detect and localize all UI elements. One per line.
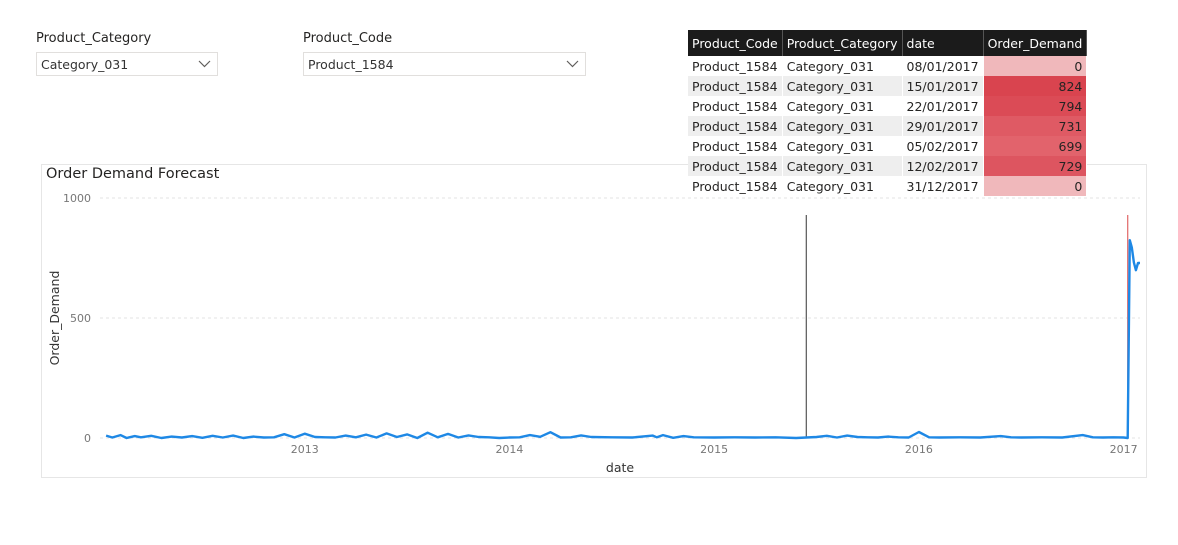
product-code-selected-value: Product_1584 [308,56,394,72]
table-row[interactable]: Product_1584 Category_031 12/02/2017 729 [688,156,1088,176]
y-tick-label: 0 [84,432,91,445]
table-row[interactable]: Product_1584 Category_031 22/01/2017 794 [688,96,1088,116]
cell-date: 15/01/2017 [902,76,984,96]
cell-product-code: Product_1584 [688,176,783,196]
cell-order-demand: 794 [983,96,1088,116]
cell-product-category: Category_031 [782,156,903,176]
cell-product-category: Category_031 [782,136,903,156]
product-category-selected-value: Category_031 [41,56,129,72]
y-tick-label: 1000 [63,192,91,205]
header-product-category[interactable]: Product_Category [782,30,903,56]
product-code-dropdown[interactable]: Product_1584 [303,52,586,76]
x-tick-label: 2015 [700,443,728,456]
cell-product-category: Category_031 [782,96,903,116]
cell-product-category: Category_031 [782,76,903,96]
cell-date: 29/01/2017 [902,116,984,136]
table-row[interactable]: Product_1584 Category_031 31/12/2017 0 [688,176,1088,196]
product-category-dropdown[interactable]: Category_031 [36,52,218,76]
x-tick-label: 2014 [495,443,523,456]
cell-date: 12/02/2017 [902,156,984,176]
cell-date: 05/02/2017 [902,136,984,156]
cell-order-demand: 824 [983,76,1088,96]
header-order-demand[interactable]: Order_Demand [983,30,1088,56]
cell-date: 31/12/2017 [902,176,984,196]
cell-product-category: Category_031 [782,176,903,196]
cell-product-code: Product_1584 [688,96,783,116]
table-row[interactable]: Product_1584 Category_031 05/02/2017 699 [688,136,1088,156]
chevron-down-icon [566,60,579,68]
table-row[interactable]: Product_1584 Category_031 15/01/2017 824 [688,76,1088,96]
table-header-row: Product_Code Product_Category date Order… [688,30,1088,56]
series-line [105,239,1140,440]
cell-date: 08/01/2017 [902,56,984,76]
x-axis-title: date [606,460,634,475]
order-demand-table: Product_Code Product_Category date Order… [688,30,1088,196]
table-row[interactable]: Product_1584 Category_031 29/01/2017 731 [688,116,1088,136]
table-row[interactable]: Product_1584 Category_031 08/01/2017 0 [688,56,1088,76]
product-category-slicer: Product_Category Category_031 [36,31,218,76]
cell-product-code: Product_1584 [688,56,783,76]
product-category-slicer-title: Product_Category [36,31,152,46]
x-tick-label: 2017 [1110,443,1138,456]
x-tick-label: 2013 [291,443,319,456]
product-code-slicer: Product_Code Product_1584 [303,31,586,76]
cell-order-demand: 731 [983,116,1088,136]
cell-product-code: Product_1584 [688,156,783,176]
chevron-down-icon [198,60,211,68]
cell-product-category: Category_031 [782,116,903,136]
header-product-code[interactable]: Product_Code [688,30,783,56]
x-tick-label: 2016 [905,443,933,456]
cell-order-demand: 0 [983,176,1088,196]
cell-product-code: Product_1584 [688,136,783,156]
chart-title: Order Demand Forecast [46,166,220,182]
cell-order-demand: 729 [983,156,1088,176]
y-tick-label: 500 [70,312,91,325]
cell-order-demand: 699 [983,136,1088,156]
cell-order-demand: 0 [983,56,1088,76]
product-code-slicer-title: Product_Code [303,31,393,46]
cell-date: 22/01/2017 [902,96,984,116]
chart-visual-frame [41,164,1147,478]
y-axis-title: Order_Demand [47,271,62,366]
cell-product-code: Product_1584 [688,116,783,136]
cell-product-category: Category_031 [782,56,903,76]
cell-product-code: Product_1584 [688,76,783,96]
header-date[interactable]: date [902,30,984,56]
